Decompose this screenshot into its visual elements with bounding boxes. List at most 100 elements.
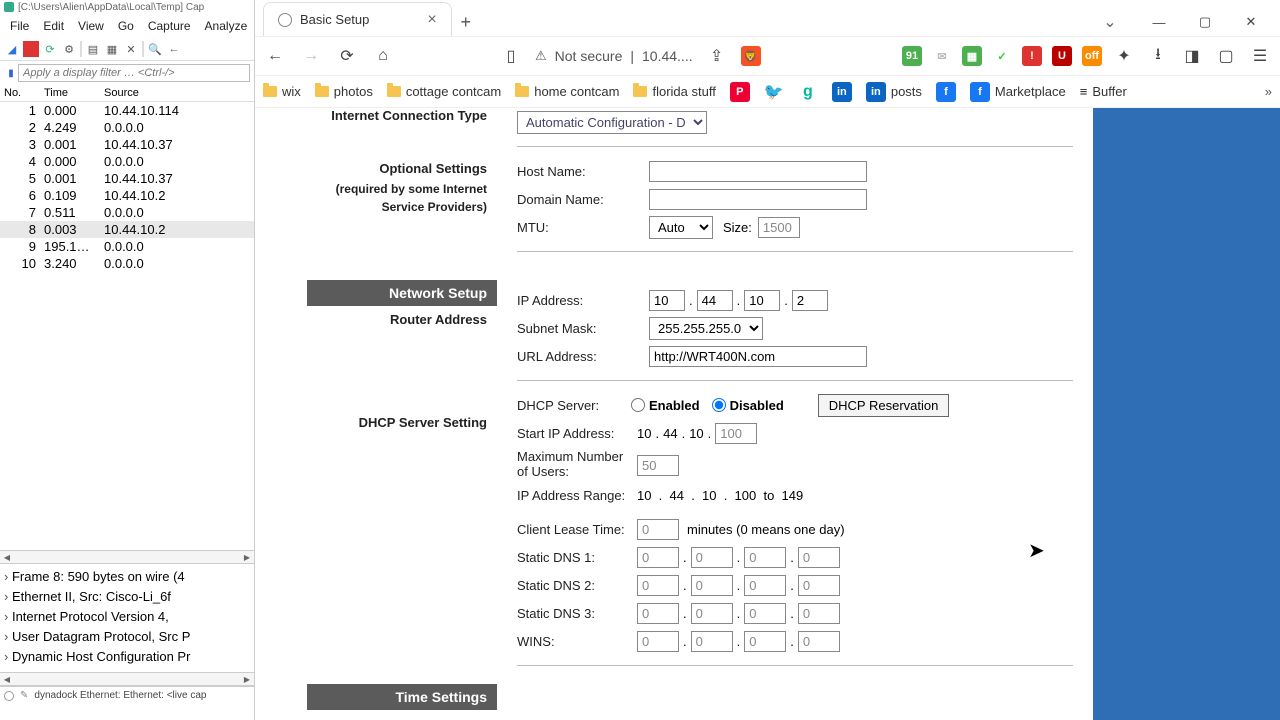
packet-detail-line[interactable]: Ethernet II, Src: Cisco-Li_6f [4,587,250,607]
options-icon[interactable]: ⚙ [61,41,77,57]
packet-row[interactable]: 40.0000.0.0.0 [0,153,254,170]
minimize-button[interactable]: — [1136,8,1182,36]
ext-icon[interactable]: ✉ [932,46,952,66]
bookmark-folder[interactable]: home contcam [515,84,619,99]
restart-capture-icon[interactable]: ⟳ [42,41,58,57]
home-button[interactable]: ⌂ [371,47,395,65]
packet-details-hscroll[interactable]: ◀ ▶ [0,672,254,686]
menu-file[interactable]: File [4,17,35,35]
facebook-icon[interactable]: f [936,82,956,102]
scroll-right-icon[interactable]: ▶ [240,551,254,563]
start-ip-input[interactable] [715,423,757,444]
ip-oct1-input[interactable] [649,290,685,311]
packet-row[interactable]: 24.2490.0.0.0 [0,119,254,136]
wins-oct1-input[interactable] [637,631,679,652]
ip-oct3-input[interactable] [744,290,780,311]
dns2-oct2-input[interactable] [691,575,733,596]
subnet-mask-select[interactable]: 255.255.255.0 [649,317,763,340]
bookmark-link[interactable]: inposts [866,82,922,102]
bookmark-icon[interactable]: g [798,82,818,102]
packet-row[interactable]: 60.10910.44.10.2 [0,187,254,204]
ext-icon[interactable]: 91 [902,46,922,66]
url-display[interactable]: ⚠ Not secure | 10.44.... [535,48,693,64]
packet-detail-line[interactable]: Internet Protocol Version 4, [4,607,250,627]
packet-list-hscroll[interactable]: ◀ ▶ [0,550,254,564]
packet-details[interactable]: Frame 8: 590 bytes on wire (4Ethernet II… [0,564,254,672]
menu-view[interactable]: View [72,17,110,35]
brave-shield-icon[interactable]: 🦁 [741,46,761,66]
col-source[interactable]: Source [104,87,250,99]
col-time[interactable]: Time [44,87,104,99]
wins-oct3-input[interactable] [744,631,786,652]
reload-button[interactable]: ⟳ [335,46,359,66]
dhcp-reservation-button[interactable]: DHCP Reservation [818,394,950,417]
dns3-oct3-input[interactable] [744,603,786,624]
ip-oct4-input[interactable] [792,290,828,311]
packet-row[interactable]: 70.5110.0.0.0 [0,204,254,221]
extensions-icon[interactable]: ✦ [1112,46,1136,66]
wins-oct2-input[interactable] [691,631,733,652]
profile-icon[interactable]: ▢ [1214,46,1238,66]
dns1-oct4-input[interactable] [798,547,840,568]
tab-dropdown-icon[interactable]: ⌄ [1090,8,1130,36]
menu-edit[interactable]: Edit [37,17,70,35]
packet-row[interactable]: 103.2400.0.0.0 [0,255,254,272]
dns2-oct3-input[interactable] [744,575,786,596]
save-icon[interactable]: ▦ [104,41,120,57]
scroll-right-icon[interactable]: ▶ [240,673,254,685]
dns1-oct2-input[interactable] [691,547,733,568]
bookmarks-overflow-icon[interactable]: » [1265,84,1272,99]
prev-icon[interactable]: ← [166,41,182,57]
connection-type-select[interactable]: Automatic Configuration - DHCP [517,111,707,134]
packet-row[interactable]: 9195.1…0.0.0.0 [0,238,254,255]
linkedin-icon[interactable]: in [832,82,852,102]
max-users-input[interactable] [637,455,679,476]
packet-detail-line[interactable]: Frame 8: 590 bytes on wire (4 [4,567,250,587]
open-icon[interactable]: ▤ [85,41,101,57]
packet-row[interactable]: 80.00310.44.10.2 [0,221,254,238]
find-icon[interactable]: 🔍 [147,41,163,57]
close-button[interactable]: ✕ [1228,8,1274,36]
mtu-size-input[interactable] [758,217,800,238]
dns1-oct3-input[interactable] [744,547,786,568]
dhcp-enabled-radio[interactable]: Enabled [631,398,700,413]
dns3-oct4-input[interactable] [798,603,840,624]
not-secure-icon[interactable]: ⚠ [535,48,547,64]
ip-oct2-input[interactable] [697,290,733,311]
bookmark-folder[interactable]: florida stuff [633,84,715,99]
new-tab-button[interactable]: + [452,8,480,36]
bookmark-folder[interactable]: photos [315,84,373,99]
dns3-oct2-input[interactable] [691,603,733,624]
lease-time-input[interactable] [637,519,679,540]
packet-detail-line[interactable]: Dynamic Host Configuration Pr [4,647,250,667]
bookmark-link[interactable]: ≡Buffer [1080,84,1127,99]
scroll-left-icon[interactable]: ◀ [0,551,14,563]
col-no[interactable]: No. [4,87,44,99]
filter-icon[interactable]: ▮ [4,66,18,80]
ext-icon[interactable]: ! [1022,46,1042,66]
bookmark-link[interactable]: fMarketplace [970,82,1066,102]
ext-icon[interactable]: ▦ [962,46,982,66]
tab-basic-setup[interactable]: Basic Setup × [263,2,452,36]
bookmark-icon[interactable]: P [730,82,750,102]
mtu-mode-select[interactable]: Auto [649,216,713,239]
close-icon[interactable]: ✕ [123,41,139,57]
bookmark-folder[interactable]: cottage contcam [387,84,501,99]
packet-row[interactable]: 50.00110.44.10.37 [0,170,254,187]
share-icon[interactable]: ⇪ [705,46,729,66]
dns1-oct1-input[interactable] [637,547,679,568]
downloads-icon[interactable]: ⭳ [1146,43,1170,70]
display-filter-input[interactable] [18,64,250,82]
ext-icon[interactable]: off [1082,46,1102,66]
dns3-oct1-input[interactable] [637,603,679,624]
dhcp-disabled-radio[interactable]: Disabled [712,398,784,413]
menu-analyze[interactable]: Analyze [199,17,254,35]
host-name-input[interactable] [649,161,867,182]
ext-icon[interactable]: ✓ [992,46,1012,66]
bookmark-folder[interactable]: wix [263,84,301,99]
expert-icon[interactable]: ✎ [20,690,28,701]
packet-row[interactable]: 10.00010.44.10.114 [0,102,254,119]
dns2-oct1-input[interactable] [637,575,679,596]
packet-row[interactable]: 30.00110.44.10.37 [0,136,254,153]
menu-icon[interactable]: ☰ [1248,46,1272,66]
